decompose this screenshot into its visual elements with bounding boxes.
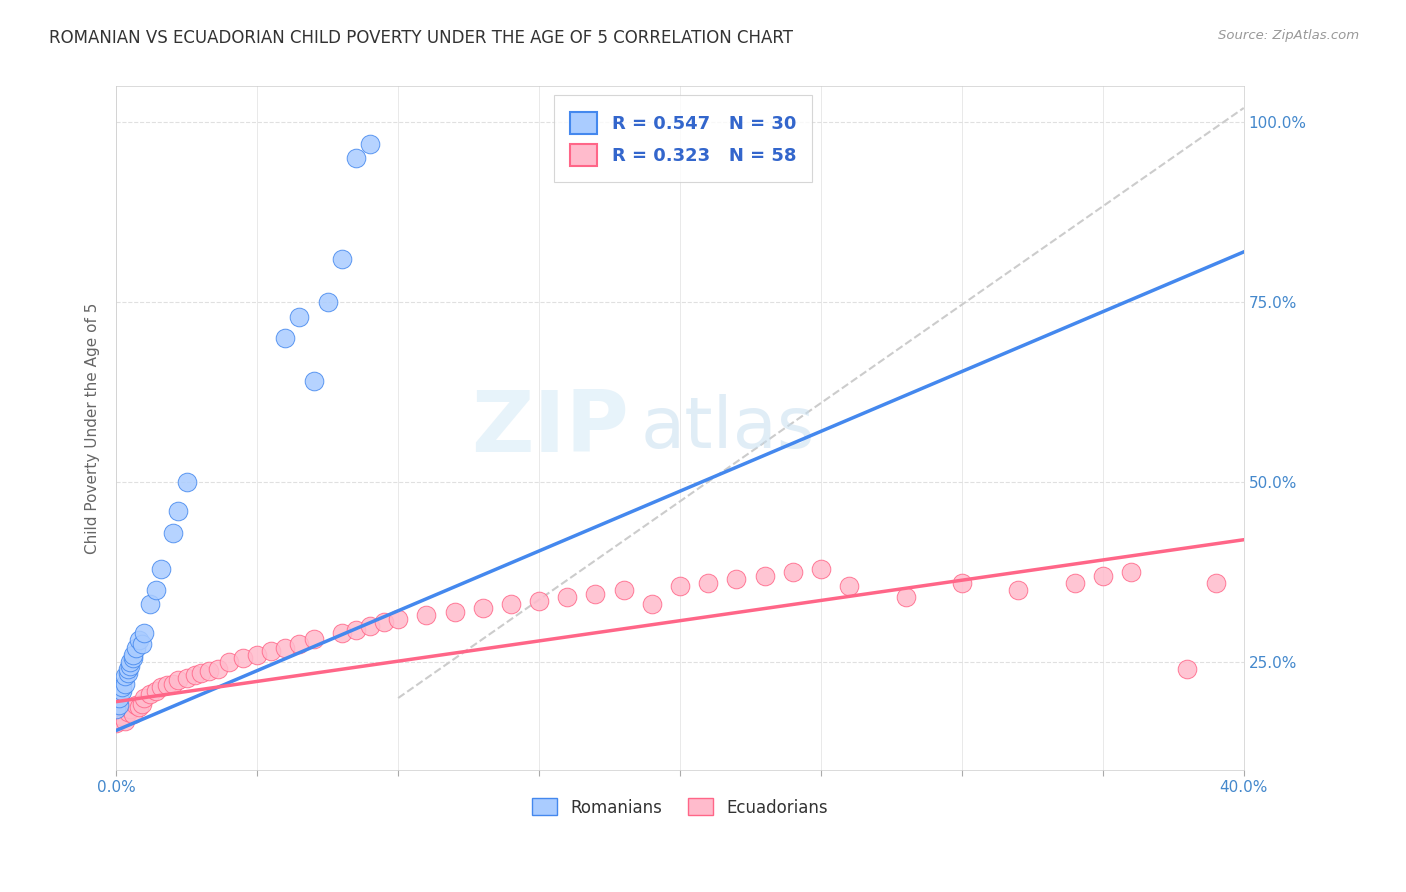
Point — [128, 633, 150, 648]
Point — [344, 623, 367, 637]
Point — [218, 655, 240, 669]
Text: ROMANIAN VS ECUADORIAN CHILD POVERTY UNDER THE AGE OF 5 CORRELATION CHART: ROMANIAN VS ECUADORIAN CHILD POVERTY UND… — [49, 29, 793, 46]
Point — [120, 658, 142, 673]
Point — [330, 626, 353, 640]
Point — [105, 716, 128, 731]
Point — [176, 475, 198, 490]
Point — [1177, 662, 1199, 676]
Point — [641, 598, 664, 612]
Point — [344, 151, 367, 165]
Point — [725, 572, 748, 586]
Point — [150, 680, 173, 694]
Point — [1205, 575, 1227, 590]
Point — [111, 683, 134, 698]
Point — [1119, 565, 1142, 579]
Point — [162, 676, 184, 690]
Point — [274, 640, 297, 655]
Point — [117, 665, 139, 680]
Point — [585, 587, 607, 601]
Point — [134, 626, 156, 640]
Point — [359, 619, 381, 633]
Point — [117, 662, 139, 676]
Point — [145, 583, 167, 598]
Point — [105, 702, 128, 716]
Point — [122, 651, 145, 665]
Point — [120, 655, 142, 669]
Point — [246, 648, 269, 662]
Point — [950, 575, 973, 590]
Point — [108, 698, 131, 713]
Point — [810, 561, 832, 575]
Point — [302, 632, 325, 646]
Point — [111, 680, 134, 694]
Point — [114, 669, 136, 683]
Point — [176, 671, 198, 685]
Point — [128, 699, 150, 714]
Point — [894, 591, 917, 605]
Point — [145, 683, 167, 698]
Point — [274, 331, 297, 345]
Point — [207, 662, 229, 676]
Point — [131, 637, 153, 651]
Point — [108, 691, 131, 706]
Point — [555, 591, 578, 605]
Point — [1091, 568, 1114, 582]
Point — [232, 651, 254, 665]
Point — [373, 615, 395, 630]
Point — [782, 565, 804, 579]
Point — [167, 504, 190, 518]
Point — [359, 136, 381, 151]
Point — [114, 714, 136, 728]
Point — [162, 525, 184, 540]
Point — [125, 698, 148, 713]
Point — [316, 295, 339, 310]
Y-axis label: Child Poverty Under the Age of 5: Child Poverty Under the Age of 5 — [86, 302, 100, 554]
Point — [114, 676, 136, 690]
Point — [754, 568, 776, 582]
Point — [288, 310, 311, 324]
Text: atlas: atlas — [641, 393, 815, 463]
Point — [527, 594, 550, 608]
Point — [108, 713, 131, 727]
Legend: Romanians, Ecuadorians: Romanians, Ecuadorians — [526, 792, 834, 823]
Point — [120, 702, 142, 716]
Point — [111, 709, 134, 723]
Point — [387, 612, 409, 626]
Point — [122, 706, 145, 721]
Point — [288, 637, 311, 651]
Point — [134, 691, 156, 706]
Point — [139, 598, 162, 612]
Point — [330, 252, 353, 266]
Point — [443, 605, 465, 619]
Point — [190, 665, 212, 680]
Point — [1007, 583, 1029, 598]
Text: Source: ZipAtlas.com: Source: ZipAtlas.com — [1219, 29, 1360, 42]
Point — [613, 583, 636, 598]
Point — [125, 640, 148, 655]
Point — [131, 697, 153, 711]
Point — [697, 575, 720, 590]
Point — [669, 580, 692, 594]
Point — [198, 664, 221, 678]
Point — [167, 673, 190, 687]
Point — [260, 644, 283, 658]
Point — [302, 375, 325, 389]
Point — [838, 580, 860, 594]
Point — [139, 688, 162, 702]
Point — [156, 678, 179, 692]
Text: ZIP: ZIP — [471, 386, 630, 470]
Point — [150, 561, 173, 575]
Point — [184, 668, 207, 682]
Point — [471, 601, 494, 615]
Point — [117, 706, 139, 720]
Point — [499, 598, 522, 612]
Point — [1063, 575, 1085, 590]
Point — [415, 608, 437, 623]
Point — [122, 648, 145, 662]
